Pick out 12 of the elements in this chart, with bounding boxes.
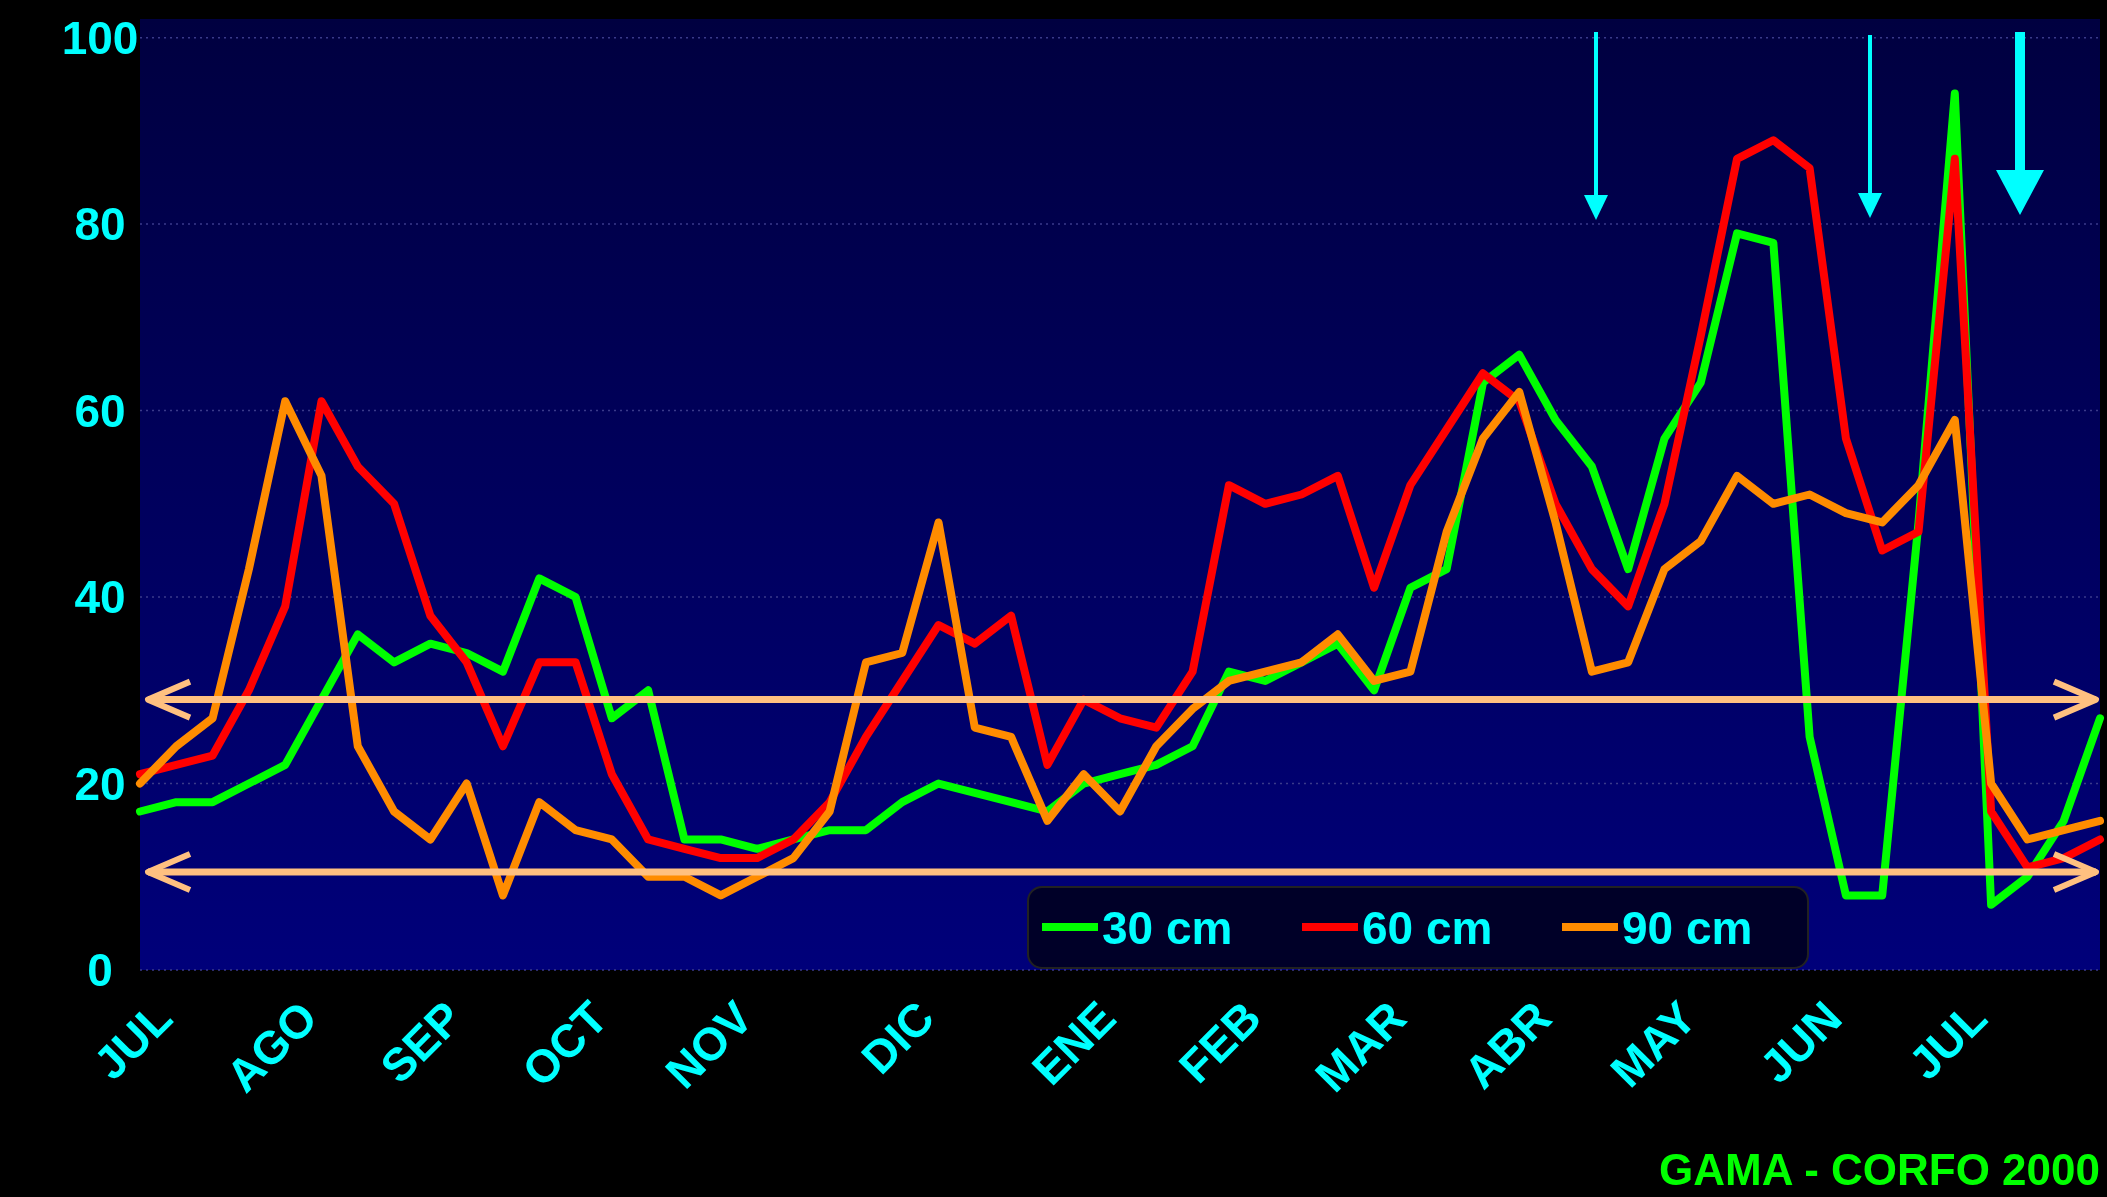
y-tick-label: 60 bbox=[74, 384, 126, 437]
y-tick-label: 20 bbox=[74, 757, 126, 810]
y-tick-label: 40 bbox=[74, 571, 126, 624]
legend-label: 60 cm bbox=[1362, 901, 1493, 954]
y-tick-label: 100 bbox=[61, 11, 139, 64]
x-tick-label: JUL bbox=[1898, 991, 1997, 1090]
y-tick-label: 80 bbox=[74, 198, 126, 251]
x-tick-label: DIC bbox=[851, 991, 945, 1084]
text: GAMA - CORFO 2000 bbox=[1659, 1145, 2100, 1194]
x-tick-label: SEP bbox=[370, 991, 473, 1093]
legend-label: 90 cm bbox=[1622, 901, 1753, 954]
legend-label: 30 cm bbox=[1102, 901, 1233, 954]
